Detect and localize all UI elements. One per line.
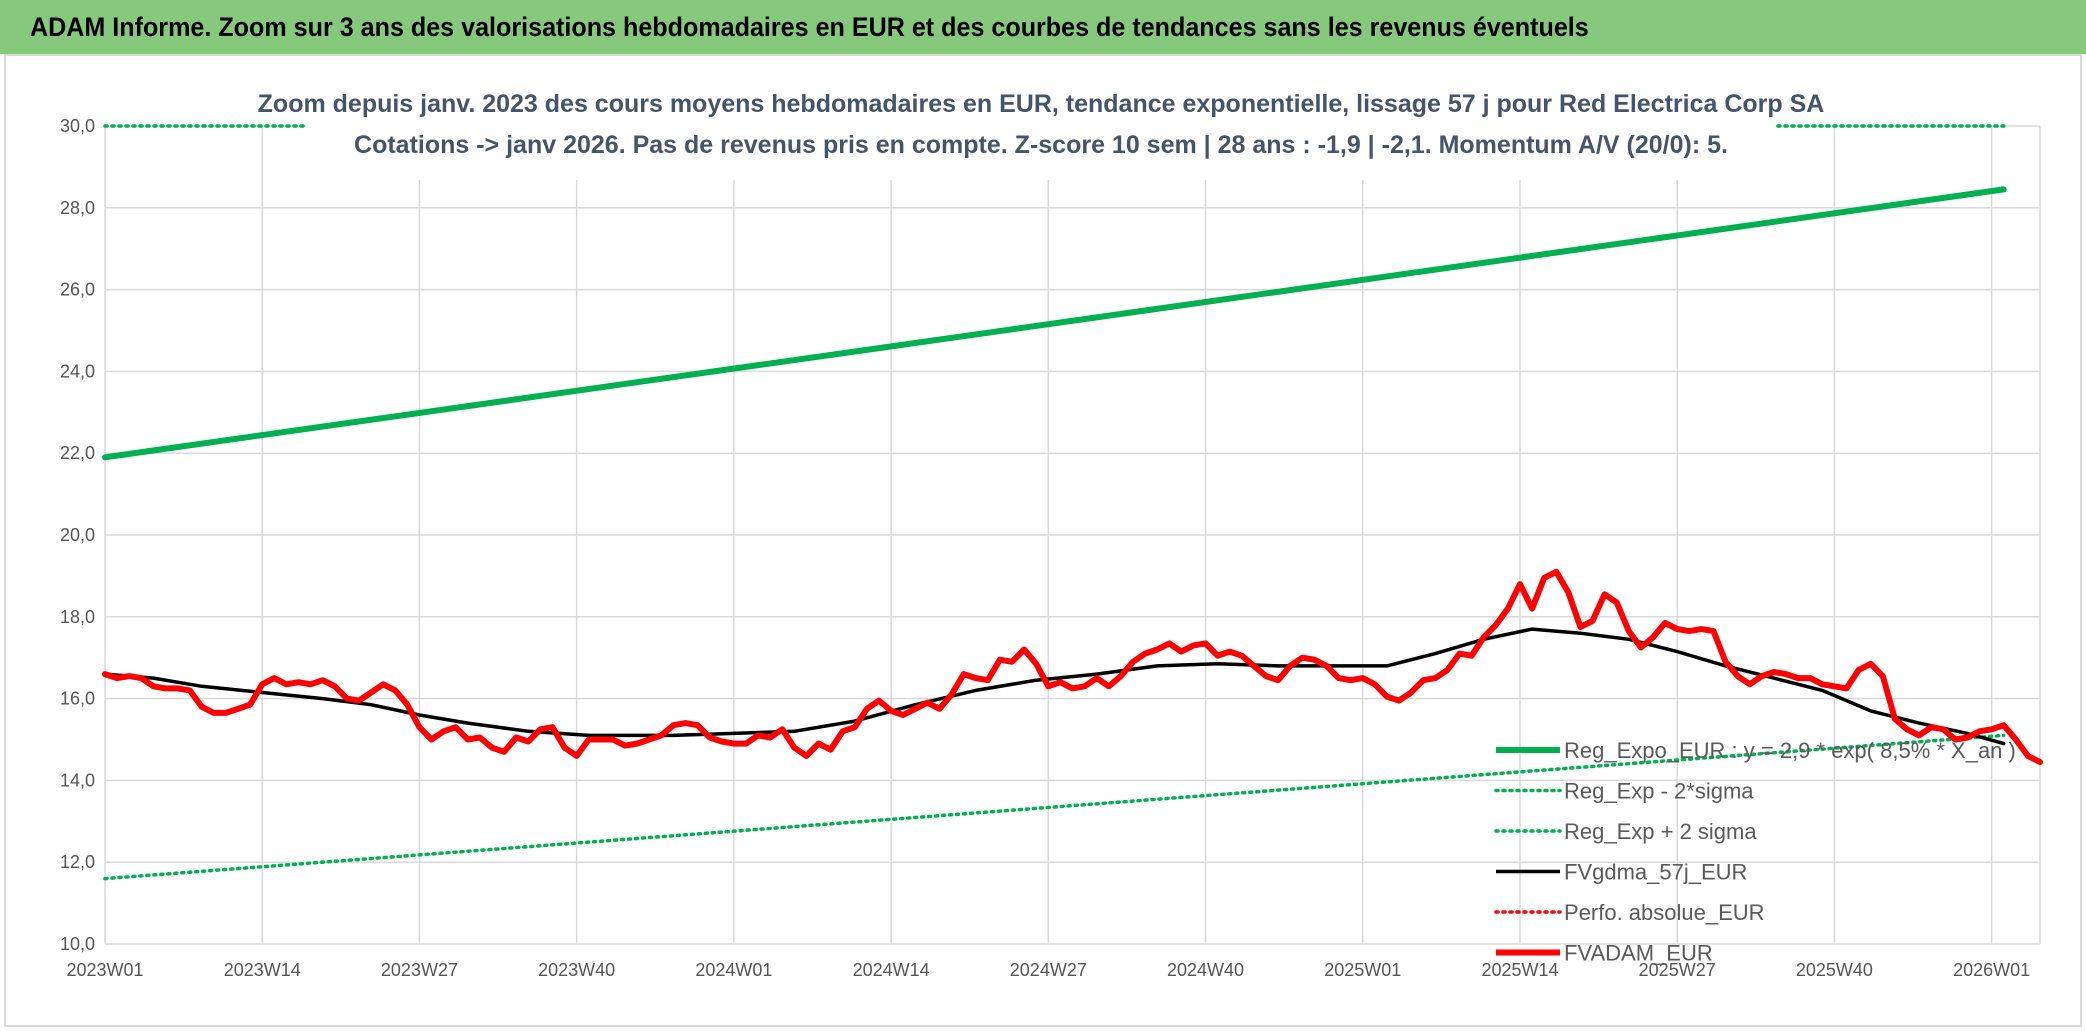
x-tick-label: 2025W01 <box>1324 960 1401 980</box>
y-tick-label: 10,0 <box>60 934 95 954</box>
y-tick-label: 28,0 <box>60 198 95 218</box>
legend-label: Reg_Expo_EUR : y = 2,9 * exp( 8,5% * X_a… <box>1564 738 2016 763</box>
y-tick-label: 30,0 <box>60 116 95 136</box>
x-tick-label: 2026W01 <box>1953 960 2030 980</box>
title-backdrop <box>306 76 1776 180</box>
x-tick-label: 2024W14 <box>853 960 930 980</box>
banner-title: ADAM Informe. Zoom sur 3 ans des valoris… <box>30 11 1589 42</box>
x-tick-label: 2024W27 <box>1010 960 1087 980</box>
series-line-5 <box>102 568 2043 765</box>
y-tick-label: 20,0 <box>60 525 95 545</box>
y-tick-label: 18,0 <box>60 607 95 627</box>
series-line-4 <box>103 570 2042 764</box>
x-tick-label: 2025W14 <box>1481 960 1558 980</box>
legend-label: Reg_Exp - 2*sigma <box>1564 779 1754 804</box>
x-tick-label: 2024W01 <box>695 960 772 980</box>
series-layer <box>102 124 2043 881</box>
x-tick-label: 2024W40 <box>1167 960 1244 980</box>
y-tick-label: 16,0 <box>60 689 95 709</box>
y-tick-label: 12,0 <box>60 852 95 872</box>
banner: ADAM Informe. Zoom sur 3 ans des valoris… <box>0 0 2086 54</box>
x-tick-label: 2025W40 <box>1796 960 1873 980</box>
axis-labels: 10,0 12,0 14,0 16,0 18,0 20,0 22,0 24,0 26,0 28,0… <box>60 116 2030 980</box>
legend-label: Perfo. absolue_EUR <box>1564 900 1765 925</box>
x-tick-label: 2023W27 <box>381 960 458 980</box>
y-tick-label: 22,0 <box>60 443 95 463</box>
chart-title: Zoom depuis janv. 2023 des cours moyens … <box>258 76 1825 180</box>
x-tick-label: 2025W27 <box>1639 960 1716 980</box>
series-line-1 <box>103 733 2006 881</box>
chart-title-line-1: Zoom depuis janv. 2023 des cours moyens … <box>258 90 1825 118</box>
x-tick-label: 2023W01 <box>66 960 143 980</box>
chart-frame: 10,0 12,0 14,0 16,0 18,0 20,0 22,0 24,0 26,0 28,0… <box>4 54 2082 1027</box>
x-tick-label: 2023W14 <box>224 960 301 980</box>
legend: Reg_Expo_EUR : y = 2,9 * exp( 8,5% * X_a… <box>1494 738 2016 966</box>
y-tick-label: 24,0 <box>60 361 95 381</box>
y-tick-label: 26,0 <box>60 280 95 300</box>
legend-label: FVgdma_57j_EUR <box>1564 860 1747 885</box>
series-line-0 <box>102 186 2007 461</box>
legend-label: FVADAM_EUR <box>1564 941 1713 966</box>
legend-label: Reg_Exp + 2 sigma <box>1564 819 1757 844</box>
x-tick-label: 2023W40 <box>538 960 615 980</box>
chart-title-line-2: Cotations -> janv 2026. Pas de revenus p… <box>354 131 1728 159</box>
line-chart: 10,0 12,0 14,0 16,0 18,0 20,0 22,0 24,0 26,0 28,0… <box>60 76 2043 980</box>
y-tick-label: 14,0 <box>60 770 95 790</box>
